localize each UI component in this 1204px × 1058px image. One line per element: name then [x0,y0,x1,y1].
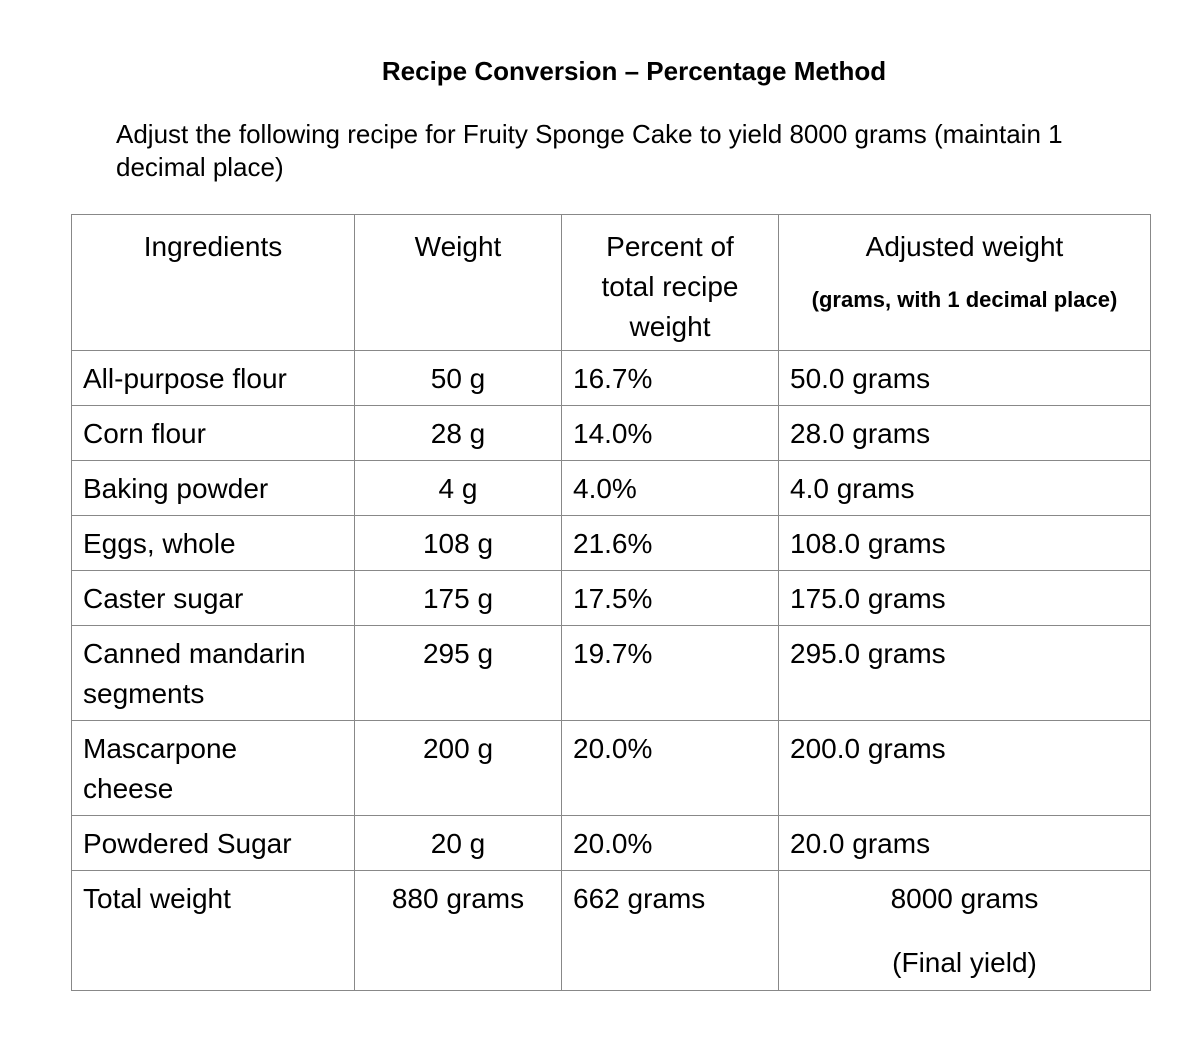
table-row: Canned mandarin segments 295 g 19.7% 295… [71,625,1151,721]
adjusted-cell: 295.0 grams [778,625,1151,721]
final-yield-value: 8000 grams [890,883,1039,914]
header-adjusted: Adjusted weight (grams, with 1 decimal p… [778,214,1151,351]
header-percent-label: Percent of total recipe weight [601,231,739,342]
weight-cell: 20 g [354,815,562,871]
adjusted-cell: 175.0 grams [778,570,1151,626]
adjusted-cell: 200.0 grams [778,720,1151,816]
table-row: Baking powder 4 g 4.0% 4.0 grams [71,460,1151,516]
table-row: Mascarpone cheese 200 g 20.0% 200.0 gram… [71,720,1151,816]
ingredient-cell: Powdered Sugar [71,815,355,871]
adjusted-cell: 28.0 grams [778,405,1151,461]
ingredient-cell: Eggs, whole [71,515,355,571]
ingredient-cell: Mascarpone cheese [71,720,355,816]
header-weight: Weight [354,214,562,351]
total-weight-cell: 880 grams [354,870,562,991]
ingredient-cell: Caster sugar [71,570,355,626]
table-row: Corn flour 28 g 14.0% 28.0 grams [71,405,1151,461]
ingredient-cell: All-purpose flour [71,350,355,406]
header-percent: Percent of total recipe weight [561,214,779,351]
table-row: All-purpose flour 50 g 16.7% 50.0 grams [71,350,1151,406]
final-yield-note: (Final yield) [892,947,1037,978]
ingredient-cell: Baking powder [71,460,355,516]
total-row: Total weight 880 grams 662 grams 8000 gr… [71,870,1151,991]
header-ingredients: Ingredients [71,214,355,351]
weight-cell: 108 g [354,515,562,571]
total-percent-cell: 662 grams [561,870,779,991]
percent-cell: 14.0% [561,405,779,461]
adjusted-cell: 20.0 grams [778,815,1151,871]
document-title: Recipe Conversion – Percentage Method [381,56,887,86]
percent-cell: 19.7% [561,625,779,721]
weight-cell: 295 g [354,625,562,721]
header-adjusted-label: Adjusted weight [865,231,1064,262]
header-adjusted-sub: (grams, with 1 decimal place) [811,287,1118,312]
adjusted-cell: 4.0 grams [778,460,1151,516]
ingredient-cell: Corn flour [71,405,355,461]
total-adjusted-cell: 8000 grams (Final yield) [778,870,1151,991]
percent-cell: 4.0% [561,460,779,516]
weight-cell: 200 g [354,720,562,816]
percent-cell: 21.6% [561,515,779,571]
percent-cell: 16.7% [561,350,779,406]
table-row: Eggs, whole 108 g 21.6% 108.0 grams [71,515,1151,571]
total-label-cell: Total weight [71,870,355,991]
table-row: Caster sugar 175 g 17.5% 175.0 grams [71,570,1151,626]
adjusted-cell: 50.0 grams [778,350,1151,406]
table-header-row: Ingredients Weight Percent of total reci… [71,214,1151,351]
weight-cell: 28 g [354,405,562,461]
percent-cell: 20.0% [561,815,779,871]
instructions-text: Adjust the following recipe for Fruity S… [116,119,1063,182]
weight-cell: 4 g [354,460,562,516]
weight-cell: 175 g [354,570,562,626]
percent-cell: 20.0% [561,720,779,816]
recipe-table: Ingredients Weight Percent of total reci… [71,214,1151,991]
percent-cell: 17.5% [561,570,779,626]
adjusted-cell: 108.0 grams [778,515,1151,571]
weight-cell: 50 g [354,350,562,406]
table-row: Powdered Sugar 20 g 20.0% 20.0 grams [71,815,1151,871]
ingredient-cell: Canned mandarin segments [71,625,355,721]
